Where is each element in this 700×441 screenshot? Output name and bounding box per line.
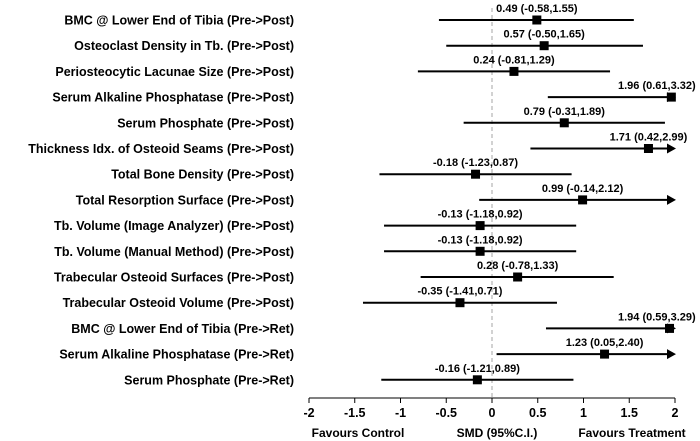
estimate-label: -0.13 (-1.18,0.92): [438, 209, 523, 221]
forest-row: Total Bone Density (Pre->Post) -0.18 (-1.…: [111, 157, 572, 182]
point-estimate: [666, 92, 676, 102]
estimate-label: 1.96 (0.61,3.32): [618, 80, 696, 92]
row-label: Serum Alkaline Phosphatase (Pre->Ret): [59, 348, 294, 362]
point-estimate: [578, 195, 588, 205]
row-label: Thickness Idx. of Osteoid Seams (Pre->Po…: [28, 142, 294, 156]
forest-row: Trabecular Osteoid Surfaces (Pre->Post) 0…: [54, 260, 614, 285]
estimate-label: 0.49 (-0.58,1.55): [496, 3, 578, 15]
row-label: Total Resorption Surface (Pre->Post): [76, 193, 294, 207]
forest-row: Serum Alkaline Phosphatase (Pre->Ret) 1.2…: [59, 337, 676, 362]
row-label: BMC @ Lower End of Tibia (Pre->Ret): [71, 322, 294, 336]
x-tick-label: 1: [580, 406, 587, 420]
forest-row: Serum Phosphate (Pre->Ret) -0.16 (-1.21,0…: [124, 363, 574, 387]
x-axis-title: SMD (95%C.I.): [457, 426, 538, 440]
point-estimate: [513, 272, 523, 282]
estimate-label: -0.35 (-1.41,0.71): [417, 286, 502, 298]
axis-captions: Favours Control SMD (95%C.I.) Favours Tr…: [312, 426, 686, 440]
x-tick-label: 2: [672, 406, 679, 420]
point-estimate: [539, 41, 549, 51]
point-estimate: [475, 221, 485, 231]
x-axis: -2 -1.5 -1 -0.5 0 0.5 1 1.5 2: [303, 397, 679, 420]
row-label: Periosteocytic Lacunae Size (Pre->Post): [55, 65, 294, 79]
rows-layer: BMC @ Lower End of Tibia (Pre->Post) 0.49…: [28, 3, 696, 387]
forest-row: Thickness Idx. of Osteoid Seams (Pre->Po…: [28, 132, 687, 157]
forest-row: Serum Alkaline Phosphatase (Pre->Post) 1.…: [52, 80, 696, 105]
row-label: Osteoclast Density in Tb. (Pre->Post): [74, 39, 294, 53]
forest-row: BMC @ Lower End of Tibia (Pre->Ret) 1.94 …: [71, 311, 696, 336]
forest-row: Periosteocytic Lacunae Size (Pre->Post) 0…: [55, 54, 611, 79]
point-estimate: [509, 66, 519, 76]
estimate-label: 0.28 (-0.78,1.33): [477, 260, 559, 272]
estimate-label: 1.94 (0.59,3.29): [618, 311, 696, 323]
forest-row: Trabecular Osteoid Volume (Pre->Post) -0.…: [63, 286, 557, 310]
estimate-label: 0.99 (-0.14,2.12): [542, 183, 624, 195]
estimate-label: 1.23 (0.05,2.40): [566, 337, 644, 349]
x-tick-label: 0: [489, 406, 496, 420]
point-estimate: [532, 15, 542, 25]
estimate-label: -0.18 (-1.23,0.87): [433, 157, 518, 169]
x-tick-label: -1.5: [344, 406, 366, 420]
row-label: Serum Phosphate (Pre->Post): [117, 116, 294, 130]
x-tick-label: -2: [303, 406, 314, 420]
forest-row: Tb. Volume (Manual Method) (Pre->Post) -0…: [54, 234, 577, 259]
row-label: Serum Phosphate (Pre->Ret): [124, 373, 294, 387]
estimate-label: -0.13 (-1.18,0.92): [438, 234, 523, 246]
ci-arrow: [667, 349, 676, 360]
estimate-label: 0.79 (-0.31,1.89): [524, 106, 606, 118]
ci-arrow: [667, 194, 676, 205]
x-tick-label: -0.5: [435, 406, 457, 420]
point-estimate: [665, 323, 675, 333]
forest-row: BMC @ Lower End of Tibia (Pre->Post) 0.49…: [64, 3, 634, 28]
row-label: Serum Alkaline Phosphatase (Pre->Post): [52, 91, 294, 105]
row-label: Trabecular Osteoid Volume (Pre->Post): [63, 296, 294, 310]
x-tick-label: 1.5: [621, 406, 638, 420]
estimate-label: 1.71 (0.42,2.99): [610, 132, 688, 144]
x-tick-label: 0.5: [529, 406, 546, 420]
point-estimate: [471, 169, 481, 179]
estimate-label: -0.16 (-1.21,0.89): [435, 363, 520, 375]
point-estimate: [559, 118, 569, 128]
estimate-label: 0.24 (-0.81,1.29): [473, 54, 555, 66]
row-label: Tb. Volume (Manual Method) (Pre->Post): [54, 245, 294, 259]
forest-row: Osteoclast Density in Tb. (Pre->Post) 0.5…: [74, 29, 643, 53]
point-estimate: [455, 298, 465, 308]
forest-row: Total Resorption Surface (Pre->Post) 0.99…: [76, 183, 676, 207]
row-label: Tb. Volume (Image Analyzer) (Pre->Post): [54, 219, 294, 233]
ci-arrow: [667, 143, 676, 154]
row-label: Total Bone Density (Pre->Post): [111, 168, 294, 182]
favours-treatment-caption: Favours Treatment: [578, 426, 685, 440]
point-estimate: [472, 375, 482, 385]
forest-row: Tb. Volume (Image Analyzer) (Pre->Post) -…: [54, 209, 577, 233]
x-tick-label: -1: [395, 406, 406, 420]
point-estimate: [475, 246, 485, 256]
point-estimate: [600, 349, 610, 359]
forest-row: Serum Phosphate (Pre->Post) 0.79 (-0.31,1…: [117, 106, 665, 130]
estimate-label: 0.57 (-0.50,1.65): [503, 29, 585, 41]
row-label: Trabecular Osteoid Surfaces (Pre->Post): [54, 271, 294, 285]
point-estimate: [643, 144, 653, 153]
row-label: BMC @ Lower End of Tibia (Pre->Post): [64, 14, 294, 28]
favours-control-caption: Favours Control: [312, 426, 405, 440]
